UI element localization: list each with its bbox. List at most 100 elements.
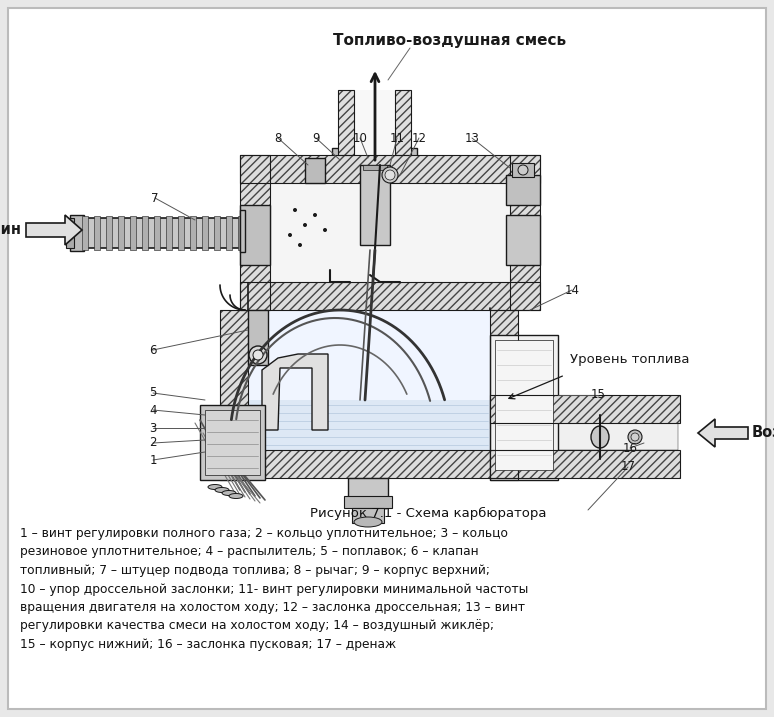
Bar xyxy=(510,155,540,310)
Bar xyxy=(270,183,510,282)
Text: 13: 13 xyxy=(464,131,479,145)
Bar xyxy=(305,158,325,183)
Text: 1 – винт регулировки полного газа; 2 – кольцо уплотнительное; 3 – кольцо
резинов: 1 – винт регулировки полного газа; 2 – к… xyxy=(20,527,529,651)
Circle shape xyxy=(298,243,302,247)
Bar xyxy=(510,155,540,310)
Bar xyxy=(354,90,395,155)
Bar xyxy=(512,163,534,177)
Bar xyxy=(490,450,680,478)
Text: 12: 12 xyxy=(412,131,426,145)
Text: 17: 17 xyxy=(621,460,635,473)
Ellipse shape xyxy=(591,426,609,448)
Ellipse shape xyxy=(229,493,243,498)
Text: Топливо-воздушная смесь: Топливо-воздушная смесь xyxy=(334,32,567,47)
Bar xyxy=(490,395,680,423)
Polygon shape xyxy=(26,215,82,245)
Bar xyxy=(248,400,490,450)
Bar xyxy=(240,155,270,310)
Bar xyxy=(348,478,388,498)
Bar xyxy=(360,165,390,245)
Bar xyxy=(190,216,196,250)
Bar xyxy=(142,216,148,250)
Circle shape xyxy=(313,213,317,217)
Bar xyxy=(240,155,270,310)
Bar xyxy=(220,450,518,478)
Text: 2: 2 xyxy=(149,437,157,450)
Bar xyxy=(338,90,354,155)
Circle shape xyxy=(288,233,292,237)
Ellipse shape xyxy=(208,485,222,490)
Bar xyxy=(240,155,540,183)
Text: 6: 6 xyxy=(149,343,157,356)
Bar xyxy=(332,148,417,158)
Ellipse shape xyxy=(215,488,229,493)
Bar xyxy=(82,216,88,250)
Bar xyxy=(205,410,260,475)
Text: Уровень топлива: Уровень топлива xyxy=(570,353,690,366)
Text: Бензин: Бензин xyxy=(0,222,22,237)
Text: 8: 8 xyxy=(274,131,282,145)
Bar xyxy=(70,215,84,251)
Bar xyxy=(506,215,540,265)
Circle shape xyxy=(249,346,267,364)
Circle shape xyxy=(382,167,398,183)
Bar xyxy=(240,155,540,183)
Text: 14: 14 xyxy=(564,283,580,297)
Bar xyxy=(490,335,558,480)
Circle shape xyxy=(631,433,639,441)
Bar xyxy=(166,216,172,250)
Bar xyxy=(338,90,354,155)
Bar xyxy=(495,340,553,470)
Bar xyxy=(490,395,680,423)
Bar xyxy=(66,218,74,248)
Bar xyxy=(106,216,112,250)
Bar xyxy=(202,216,208,250)
Text: 7: 7 xyxy=(151,191,159,204)
Text: 10: 10 xyxy=(353,131,368,145)
Bar xyxy=(240,210,245,252)
Bar xyxy=(130,216,136,250)
Bar xyxy=(490,310,518,480)
Bar xyxy=(80,218,245,248)
Text: 4: 4 xyxy=(149,404,157,417)
Bar xyxy=(238,216,244,250)
Circle shape xyxy=(253,350,263,360)
Bar xyxy=(395,90,411,155)
Bar xyxy=(338,155,411,163)
Bar xyxy=(94,216,100,250)
Circle shape xyxy=(385,170,395,180)
Bar xyxy=(248,310,490,450)
Bar xyxy=(248,310,268,365)
Polygon shape xyxy=(262,354,328,430)
Bar xyxy=(178,216,184,250)
Bar xyxy=(220,310,248,480)
Polygon shape xyxy=(698,419,748,447)
Ellipse shape xyxy=(354,517,382,527)
Bar xyxy=(226,216,232,250)
Bar xyxy=(352,508,384,523)
Bar xyxy=(490,450,680,478)
Ellipse shape xyxy=(222,490,236,495)
Bar xyxy=(220,450,518,478)
Text: 9: 9 xyxy=(312,131,320,145)
Bar xyxy=(490,310,518,480)
Text: Рисунок 7.1 - Схема карбюратора: Рисунок 7.1 - Схема карбюратора xyxy=(310,507,546,520)
Circle shape xyxy=(303,223,307,227)
Circle shape xyxy=(323,228,327,232)
Text: 11: 11 xyxy=(389,131,405,145)
Circle shape xyxy=(628,430,642,444)
Bar xyxy=(240,205,270,265)
Bar xyxy=(363,165,387,170)
Text: Воздух: Воздух xyxy=(752,425,774,440)
Bar xyxy=(492,423,678,450)
Bar xyxy=(506,175,540,205)
Circle shape xyxy=(518,165,528,175)
Bar xyxy=(15,15,759,495)
Bar xyxy=(240,282,540,310)
Bar xyxy=(395,90,411,155)
Bar xyxy=(214,216,220,250)
Bar xyxy=(240,282,540,310)
Bar xyxy=(344,496,392,508)
Bar xyxy=(220,310,248,480)
Bar xyxy=(200,405,265,480)
